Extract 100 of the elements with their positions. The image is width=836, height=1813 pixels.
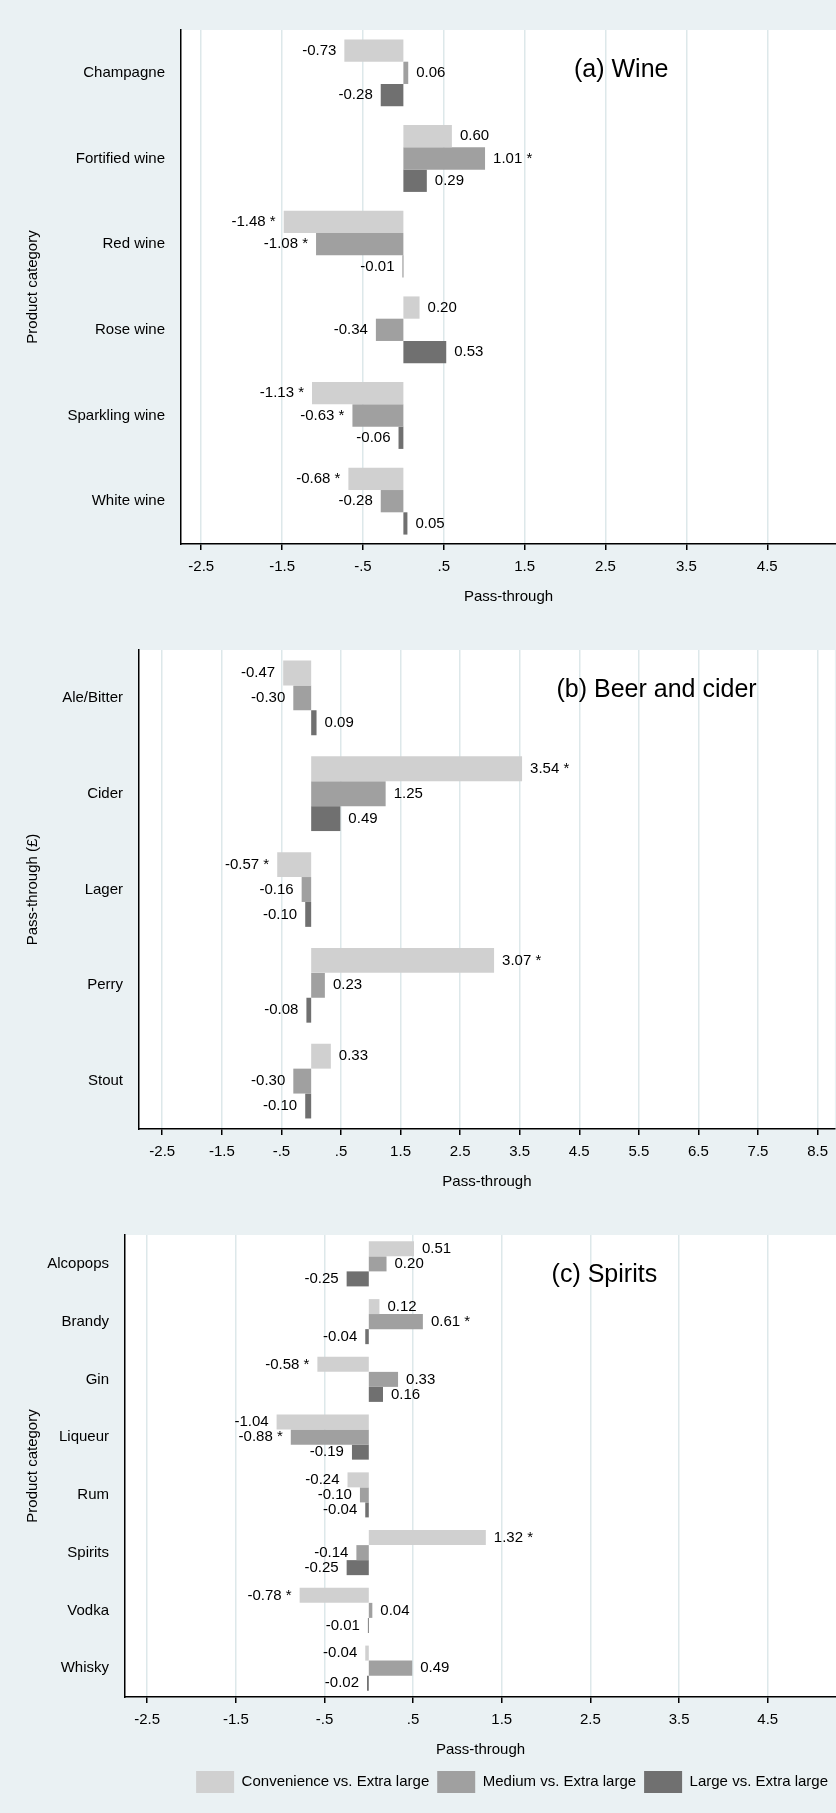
y-tick-label: Fortified wine <box>75 148 165 166</box>
x-tick-label: 4.5 <box>757 1710 779 1728</box>
data-label: 0.33 <box>406 1369 436 1387</box>
bar <box>365 1502 369 1518</box>
data-label: -0.58 * <box>265 1354 310 1372</box>
x-tick-label: -2.5 <box>149 1142 176 1160</box>
y-tick-label: Champagne <box>83 62 165 80</box>
y-tick-label: Brandy <box>61 1311 110 1329</box>
data-label: -0.04 <box>323 1643 358 1661</box>
bar <box>368 1299 380 1315</box>
bar <box>311 781 386 807</box>
data-label: -0.14 <box>314 1542 349 1560</box>
bar <box>293 685 312 711</box>
x-tick-label: 3.5 <box>668 1710 690 1728</box>
data-label: -0.01 <box>360 256 395 274</box>
x-tick-label: .5 <box>334 1142 348 1160</box>
x-axis-title: Pass-through <box>442 1172 532 1190</box>
y-axis-title: Pass-through (£) <box>23 833 41 946</box>
legend-label: Large vs. Extra large <box>689 1772 829 1790</box>
data-label: -1.48 * <box>231 212 276 230</box>
y-tick-label: Spirits <box>67 1542 109 1560</box>
x-axis-title: Pass-through <box>435 1740 526 1758</box>
data-label: -0.04 <box>323 1326 358 1344</box>
bar <box>283 210 404 234</box>
bar <box>346 1560 369 1576</box>
bar <box>352 404 404 427</box>
y-tick-label: Gin <box>85 1369 109 1387</box>
data-label: 1.25 <box>393 783 423 801</box>
x-tick-label: -1.5 <box>269 557 296 575</box>
bar <box>365 1329 369 1345</box>
bar <box>403 296 420 319</box>
data-label: 0.04 <box>380 1600 410 1618</box>
data-label: 0.12 <box>387 1296 417 1314</box>
bar <box>368 1530 486 1546</box>
x-tick-label: 4.5 <box>756 557 778 575</box>
data-label: -0.78 * <box>247 1585 292 1603</box>
y-axis-title: Product category <box>23 229 41 344</box>
bar <box>293 1068 312 1094</box>
data-label: 0.60 <box>459 126 490 144</box>
x-tick-label: .5 <box>406 1710 420 1728</box>
data-label: 0.20 <box>427 297 457 315</box>
data-label: -0.02 <box>324 1673 360 1691</box>
bar <box>305 901 312 927</box>
data-label: -0.34 <box>333 319 368 337</box>
data-label: -1.04 <box>234 1412 269 1430</box>
y-tick-label: White wine <box>91 491 165 509</box>
bar <box>299 1587 369 1603</box>
bar <box>290 1429 369 1445</box>
data-label: -0.10 <box>317 1485 352 1503</box>
bar <box>316 233 404 256</box>
x-tick-label: 5.5 <box>628 1142 650 1160</box>
data-label: -0.30 <box>251 688 286 706</box>
data-label: -0.68 * <box>296 469 341 487</box>
bar <box>351 1444 369 1460</box>
data-label: -0.28 <box>338 491 373 509</box>
y-tick-label: Sparkling wine <box>67 405 165 423</box>
bar <box>311 806 341 832</box>
bar <box>403 125 452 148</box>
data-label: 0.51 <box>422 1239 452 1256</box>
data-label: -0.01 <box>325 1615 360 1633</box>
data-label: -0.19 <box>309 1442 344 1460</box>
data-label: -0.04 <box>323 1500 358 1518</box>
x-tick-label: -.5 <box>354 557 372 575</box>
data-label: -0.30 <box>251 1071 286 1089</box>
bar <box>403 169 427 192</box>
bar <box>368 1660 413 1676</box>
bar <box>312 382 404 405</box>
bar <box>403 512 408 535</box>
data-label: -0.47 <box>240 663 276 681</box>
data-label: 0.09 <box>324 712 354 730</box>
annotation: (b) Beer and cider <box>556 673 757 702</box>
bar <box>368 1371 399 1387</box>
bar <box>368 1386 383 1402</box>
data-label: 0.61 * <box>430 1311 471 1329</box>
y-tick-label: Red wine <box>102 234 165 252</box>
bar <box>359 1487 369 1503</box>
bar <box>311 1043 331 1069</box>
data-label: -0.88 * <box>238 1427 283 1445</box>
bar <box>311 972 325 998</box>
bar <box>311 756 523 782</box>
bar <box>301 877 312 902</box>
bar <box>403 340 447 364</box>
bar <box>375 318 404 341</box>
legend-label: Medium vs. Extra large <box>482 1772 637 1790</box>
data-label: 0.23 <box>332 975 363 993</box>
y-tick-label: Rum <box>77 1485 109 1503</box>
bar <box>348 467 404 491</box>
x-tick-label: -1.5 <box>208 1142 235 1160</box>
bar <box>347 1472 369 1488</box>
y-tick-label: Ale/Bitter <box>62 688 123 706</box>
y-tick-label: Rose wine <box>94 319 165 337</box>
x-tick-label: 1.5 <box>514 557 536 575</box>
bar <box>368 1256 387 1272</box>
data-label: 0.29 <box>434 170 465 188</box>
data-label: 3.07 * <box>502 950 542 968</box>
annotation: (a) Wine <box>574 53 669 82</box>
x-tick-label: -.5 <box>272 1142 291 1160</box>
data-label: -0.16 <box>259 879 294 897</box>
bar <box>276 1414 369 1430</box>
bar <box>380 83 404 107</box>
